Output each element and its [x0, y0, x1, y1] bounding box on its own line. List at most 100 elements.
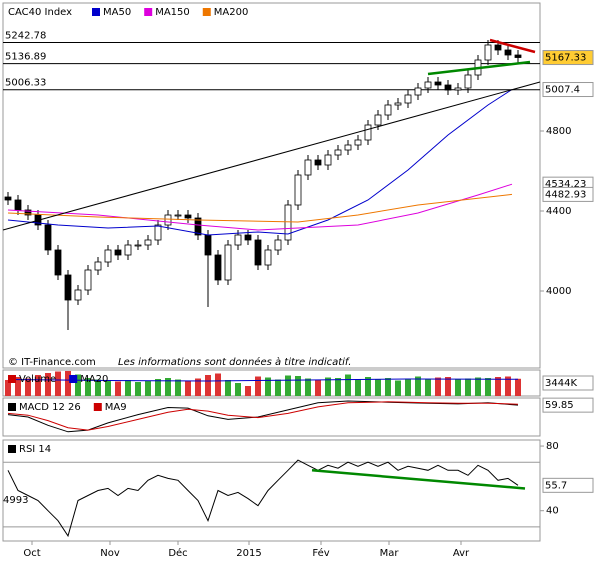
candle-body	[214, 254, 222, 281]
value-box	[542, 397, 594, 413]
candle-body	[244, 234, 252, 241]
candle-body	[114, 249, 122, 256]
value-label: 5167.33	[545, 53, 586, 64]
legend-label: MA150	[155, 7, 190, 18]
volume-bar	[505, 376, 511, 396]
candle-body	[94, 261, 102, 271]
candle-body	[344, 144, 352, 151]
volume-bar	[365, 377, 371, 396]
trendline	[2, 81, 541, 231]
volume-bar	[205, 375, 211, 396]
x-tick-label: Avr	[453, 548, 470, 559]
series-line	[7, 89, 513, 236]
volume-bar	[415, 376, 421, 396]
volume-bar	[45, 373, 51, 396]
legend-label: MACD 12 26	[19, 402, 81, 413]
side-label: 4993	[3, 495, 28, 506]
x-tick-label: Mar	[380, 548, 400, 559]
volume-bar	[95, 379, 101, 396]
candle-body	[104, 249, 112, 263]
candle-body	[404, 94, 412, 104]
candle-body	[64, 274, 72, 301]
volume-bar	[515, 378, 521, 396]
series-line	[7, 378, 519, 382]
disclaimer: Les informations sont données à titre in…	[118, 356, 351, 368]
legend-swatch	[93, 403, 102, 411]
candle-body	[354, 139, 362, 146]
volume-bar	[405, 378, 411, 396]
legend-swatch	[144, 8, 153, 16]
candle-body	[74, 289, 82, 301]
panel-frame	[2, 369, 541, 397]
candle-body	[124, 244, 132, 256]
volume-bar	[305, 378, 311, 396]
candle-body	[44, 224, 52, 251]
candle-body	[304, 159, 312, 176]
volume-bar	[325, 377, 331, 396]
candle-body	[234, 234, 242, 246]
volume-bar	[275, 379, 281, 396]
panel-frame	[2, 439, 541, 542]
y-tick-label: 80	[546, 441, 559, 452]
volume-bar	[455, 379, 461, 396]
candle-body	[364, 124, 372, 141]
panel-frame	[2, 397, 541, 437]
value-box	[542, 82, 594, 98]
series-line	[7, 193, 513, 223]
volume-bar	[375, 379, 381, 396]
volume-bar	[395, 380, 401, 396]
candle-body	[24, 209, 32, 216]
volume-bar	[295, 376, 301, 396]
chart-title: CAC40 Index	[8, 7, 72, 18]
legend-swatch	[92, 8, 100, 16]
trendline	[427, 60, 531, 76]
volume-bar	[475, 377, 481, 396]
volume-bar	[335, 378, 341, 396]
y-tick-label: 4800	[546, 126, 571, 137]
trendline	[311, 469, 526, 490]
series-line	[7, 459, 519, 538]
candle-body	[134, 244, 142, 247]
value-label: 5007.4	[545, 85, 580, 96]
candle-body	[374, 114, 382, 126]
volume-bar	[5, 380, 11, 396]
volume-bar	[235, 383, 241, 396]
y-tick-label: 4400	[546, 206, 571, 217]
level-label: 5242.78	[5, 30, 46, 41]
legend-label: MA9	[105, 402, 127, 413]
volume-bar	[465, 378, 471, 396]
candle-body	[184, 214, 192, 219]
candle-body	[254, 239, 262, 266]
candle-body	[14, 199, 22, 211]
volume-bar	[145, 381, 151, 396]
candle-body	[294, 174, 302, 206]
candle-body	[54, 249, 62, 276]
series-line	[7, 401, 519, 431]
legend-label: MA50	[103, 7, 131, 18]
candle-body	[434, 81, 442, 86]
volume-bar	[75, 374, 81, 396]
candle-body	[494, 44, 502, 51]
value-label: 55.7	[545, 480, 567, 491]
candle-body	[504, 49, 512, 56]
volume-bar	[25, 378, 31, 396]
candle-body	[314, 159, 322, 166]
panel-frame	[2, 2, 541, 369]
volume-bar	[435, 377, 441, 396]
candle-body	[414, 87, 422, 96]
value-label: 3444K	[545, 378, 577, 389]
volume-bar	[215, 373, 221, 396]
volume-bar	[85, 378, 91, 396]
legend-swatch	[8, 375, 16, 383]
value-box	[542, 50, 594, 66]
candle-body	[424, 81, 432, 89]
y-tick-label: 40	[546, 506, 559, 517]
volume-bar	[55, 371, 61, 396]
legend-swatch	[8, 403, 16, 411]
volume-bar	[385, 378, 391, 396]
candle-body	[224, 244, 232, 281]
candle-body	[264, 249, 272, 266]
volume-bar	[35, 375, 41, 396]
candle-body	[174, 214, 182, 217]
